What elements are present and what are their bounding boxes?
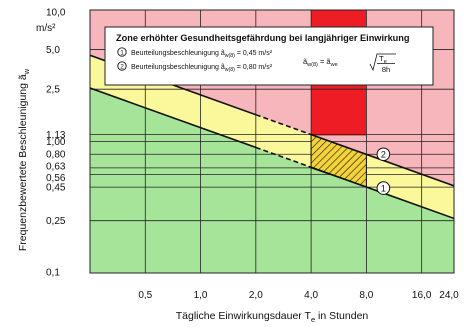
y-axis-symbol-sub: w <box>22 68 31 75</box>
legend-title: Zone erhöhter Gesundheitsgefährdung bei … <box>116 33 410 43</box>
y-tick-label-8: 0,45 <box>46 183 66 194</box>
legend-entry-2: 2 Beurteilungsbeschleunigung ãw(8) = 0,8… <box>117 61 273 73</box>
series-1-line-dashed <box>255 146 312 168</box>
x-tick-label-6: 24,0 <box>439 290 459 301</box>
y-tick-label-9: 0,25 <box>46 216 66 227</box>
gridlines <box>90 10 454 273</box>
y-tick-label-2: 2,5 <box>46 85 60 96</box>
y-axis-symbol: ã <box>17 74 29 80</box>
series-1-marker-label: 1 <box>381 183 386 193</box>
svg-text:8h: 8h <box>382 65 390 74</box>
series-1-marker <box>376 181 391 195</box>
x-tick-label-4: 8,0 <box>359 290 373 301</box>
series-markers: 12 <box>376 147 391 195</box>
y-tick-label-0: 10,0 <box>46 8 66 19</box>
x-axis-title-suffix: in Stunden <box>315 310 368 322</box>
x-tick-label-0: 0,5 <box>138 290 152 301</box>
legend-entry-2-marker: 2 <box>120 64 124 71</box>
x-tick-labels: 0,5 1,0 2,0 4,0 8,0 16,0 24,0 <box>138 290 459 301</box>
series-1-line-solid-left <box>90 87 257 149</box>
legend-box: Zone erhöhter Gesundheitsgefährdung bei … <box>104 26 434 86</box>
plot-frame <box>89 9 455 274</box>
svg-text:ãw(8) = ãwe: ãw(8) = ãwe <box>303 57 338 68</box>
x-axis-title: Tägliche Einwirkungsdauer Te in Stunden <box>176 310 369 324</box>
x-tick-label-5: 16,0 <box>412 290 432 301</box>
series-2-marker-label: 2 <box>381 150 386 160</box>
y-tick-label-6: 0,63 <box>46 161 66 172</box>
y-tick-label-5: 0,80 <box>46 150 66 161</box>
y-tick-label-10: 0,1 <box>46 268 60 279</box>
y-unit-label: m/s² <box>36 23 56 34</box>
y-tick-label-4: 1,00 <box>46 137 66 148</box>
series-2-line-dashed <box>255 113 312 136</box>
y-tick-labels: 10,0 5,0 2,5 1,131,00 0,800,630,560,45 0,25 0,… <box>46 8 66 279</box>
x-axis-title-text: Tägliche Einwirkungsdauer T <box>176 310 312 322</box>
legend-entry-1: 1 Beurteilungsbeschleunigung ãw(8) = 0,4… <box>117 47 273 59</box>
x-tick-label-2: 2,0 <box>249 290 263 301</box>
y-tick-label-3: 1,13 <box>46 130 66 141</box>
y-axis-title: Frequenzbewertete Beschleunigung ãw <box>17 68 31 251</box>
svg-text:Te: Te <box>379 54 387 65</box>
legend-entry-1-text: Beurteilungsbeschleunigung ãw(8) = 0,45 … <box>131 50 273 59</box>
y-tick-label-7: 0,56 <box>46 173 66 184</box>
legend-entry-2-text: Beurteilungsbeschleunigung ãw(8) = 0,80 … <box>131 64 273 73</box>
y-tick-label-1: 5,0 <box>46 45 60 56</box>
x-axis-title-sub: e <box>311 315 315 324</box>
legend-formula: ãw(8) = ãwe Te 8h <box>303 53 396 74</box>
x-tick-label-3: 4,0 <box>304 290 318 301</box>
x-tick-label-1: 1,0 <box>194 290 208 301</box>
series-2-marker <box>376 147 391 162</box>
legend-entry-1-marker: 1 <box>120 50 124 57</box>
y-axis-title-text: Frequenzbewertete Beschleunigung <box>17 80 29 251</box>
